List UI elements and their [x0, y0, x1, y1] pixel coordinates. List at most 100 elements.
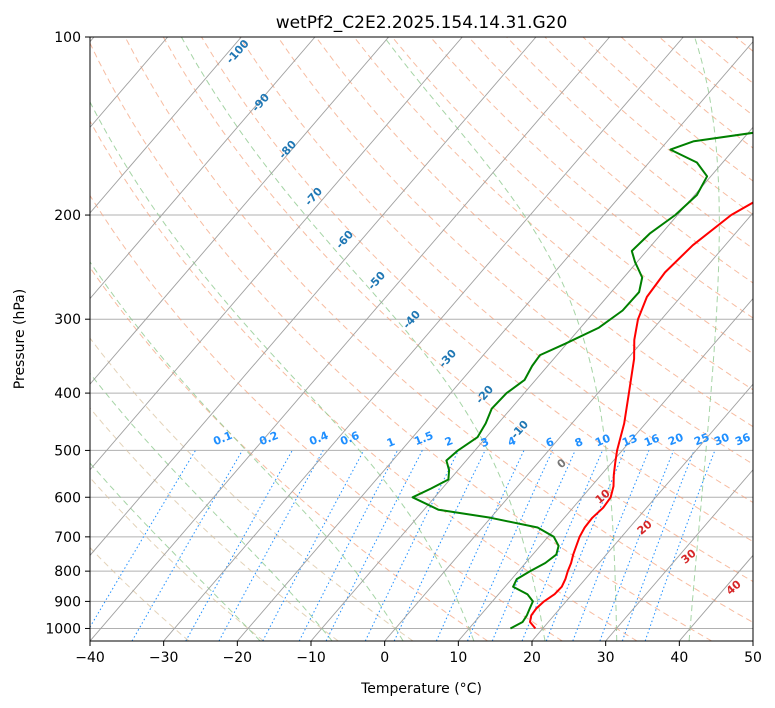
moist-adiabat-line	[90, 462, 261, 641]
mixing-ratio-line	[131, 450, 243, 641]
y-tick-label: 900	[54, 594, 81, 610]
mixing-ratio-line	[467, 450, 553, 641]
isotherm-line	[310, 126, 753, 641]
dry-adiabat-line	[430, 37, 753, 319]
chart-title: wetPf2_C2E2.2025.154.14.31.G20	[276, 13, 568, 33]
isotherm-label: -60	[333, 228, 356, 252]
mixing-ratio-label: 1	[385, 435, 397, 450]
x-tick-label: 50	[744, 650, 762, 666]
isotherm-line	[605, 469, 753, 641]
isotherm-line	[90, 37, 242, 214]
mixing-ratio-label: 8	[573, 435, 585, 450]
mixing-ratio-lines	[90, 450, 716, 641]
mixing-ratio-label: 1.5	[412, 429, 435, 448]
isotherm-label: -50	[365, 269, 388, 293]
y-axis-label: Pressure (hPa)	[12, 289, 28, 389]
mixing-ratio-line	[599, 450, 675, 641]
y-tick-label: 100	[54, 30, 81, 46]
mixing-ratio-line	[298, 450, 398, 641]
moist-adiabat-line	[383, 37, 618, 641]
isotherm-line	[678, 554, 753, 641]
dry-adiabat-line	[90, 42, 712, 641]
mixing-ratio-line	[572, 450, 650, 641]
moist-adiabat-line	[90, 261, 404, 641]
x-tick-label: −40	[75, 650, 105, 666]
mixing-ratio-line	[621, 450, 695, 641]
isotherms	[90, 37, 753, 641]
dry-adiabat-line	[468, 37, 753, 284]
dry-adiabat-line	[315, 37, 753, 428]
isotherm-label: -70	[302, 185, 325, 209]
profiles	[411, 131, 753, 630]
temperature-profile	[529, 201, 753, 630]
isotherm-line	[752, 640, 753, 641]
dry-adiabat-line	[90, 546, 190, 641]
mixing-ratio-line	[185, 450, 293, 641]
mixing-ratio-line	[325, 450, 423, 641]
isotherm-line	[236, 40, 753, 641]
x-tick-label: 40	[670, 650, 688, 666]
dewpoint-profile	[411, 131, 753, 630]
y-tick-label: 700	[54, 530, 81, 546]
y-tick-label: 200	[54, 208, 81, 224]
dry-adiabat-line	[90, 337, 414, 641]
isotherm-line	[90, 37, 316, 300]
mixing-ratio-line	[262, 450, 365, 641]
dry-adiabat-line	[391, 37, 753, 355]
y-tick-label: 400	[54, 386, 81, 402]
y-tick-label: 300	[54, 312, 81, 328]
isotherm-label: -90	[249, 91, 272, 115]
mixing-ratio-label: 0.6	[338, 429, 361, 448]
mixing-ratio-line	[218, 450, 324, 641]
mixing-ratio-line	[545, 450, 626, 641]
x-tick-label: −20	[223, 650, 253, 666]
x-tick-label: 0	[380, 650, 389, 666]
dry-adiabat-line	[658, 37, 753, 117]
line-labels: -100-90-80-70-60-50-40-30-20-100.1 0.2 0.4…	[211, 37, 752, 598]
mixing-ratio-label: 2	[443, 434, 455, 449]
dry-adiabat-line	[90, 194, 563, 641]
dry-adiabat-line	[90, 266, 488, 641]
moist-adiabat-line	[180, 37, 546, 641]
y-tick-label: 600	[54, 490, 81, 506]
dry-adiabat-line	[90, 407, 339, 641]
moist-adiabats	[90, 37, 775, 641]
x-tick-label: −10	[296, 650, 326, 666]
moist-adiabat-label: 0	[555, 456, 569, 471]
x-tick-label: 20	[523, 650, 541, 666]
mixing-ratio-label: 13	[620, 432, 639, 450]
moist-adiabat-line	[688, 37, 720, 641]
plot-frame	[89, 36, 754, 642]
isotherm-line	[384, 212, 753, 641]
isotherm-line	[90, 37, 537, 557]
x-axis-label: Temperature (°C)	[360, 681, 482, 697]
dry-adiabat-line	[201, 37, 753, 543]
isotherm-line	[90, 37, 463, 471]
isotherm-line	[163, 37, 684, 641]
isotherm-label: -40	[400, 308, 423, 332]
dry-adiabat-line	[239, 37, 753, 504]
moist-adiabat-line	[90, 372, 333, 641]
isotherm-line	[90, 37, 610, 641]
dry-adiabat-line	[735, 37, 753, 52]
mixing-ratio-label: 36	[733, 431, 752, 449]
moist-adiabat-line	[762, 37, 775, 641]
isotherm-line	[90, 37, 389, 385]
dry-adiabat-line	[353, 37, 753, 391]
dry-adiabat-line	[124, 37, 753, 623]
mixing-ratio-line	[364, 450, 459, 641]
mixing-ratio-line	[435, 450, 525, 641]
mixing-ratio-label: 25	[692, 431, 711, 449]
dry-adiabats	[90, 37, 753, 641]
mixing-ratio-label: 3	[479, 435, 491, 450]
y-tick-label: 1000	[45, 621, 81, 637]
y-tick-label: 500	[54, 443, 81, 459]
mixing-ratio-label: 0.1	[211, 429, 234, 448]
isotherm-line	[531, 383, 753, 641]
x-tick-label: −30	[149, 650, 179, 666]
moist-adiabat-line	[90, 100, 475, 641]
pressure-grid	[90, 37, 753, 629]
isotherm-label: -80	[276, 138, 299, 162]
x-tick-label: 30	[597, 650, 615, 666]
